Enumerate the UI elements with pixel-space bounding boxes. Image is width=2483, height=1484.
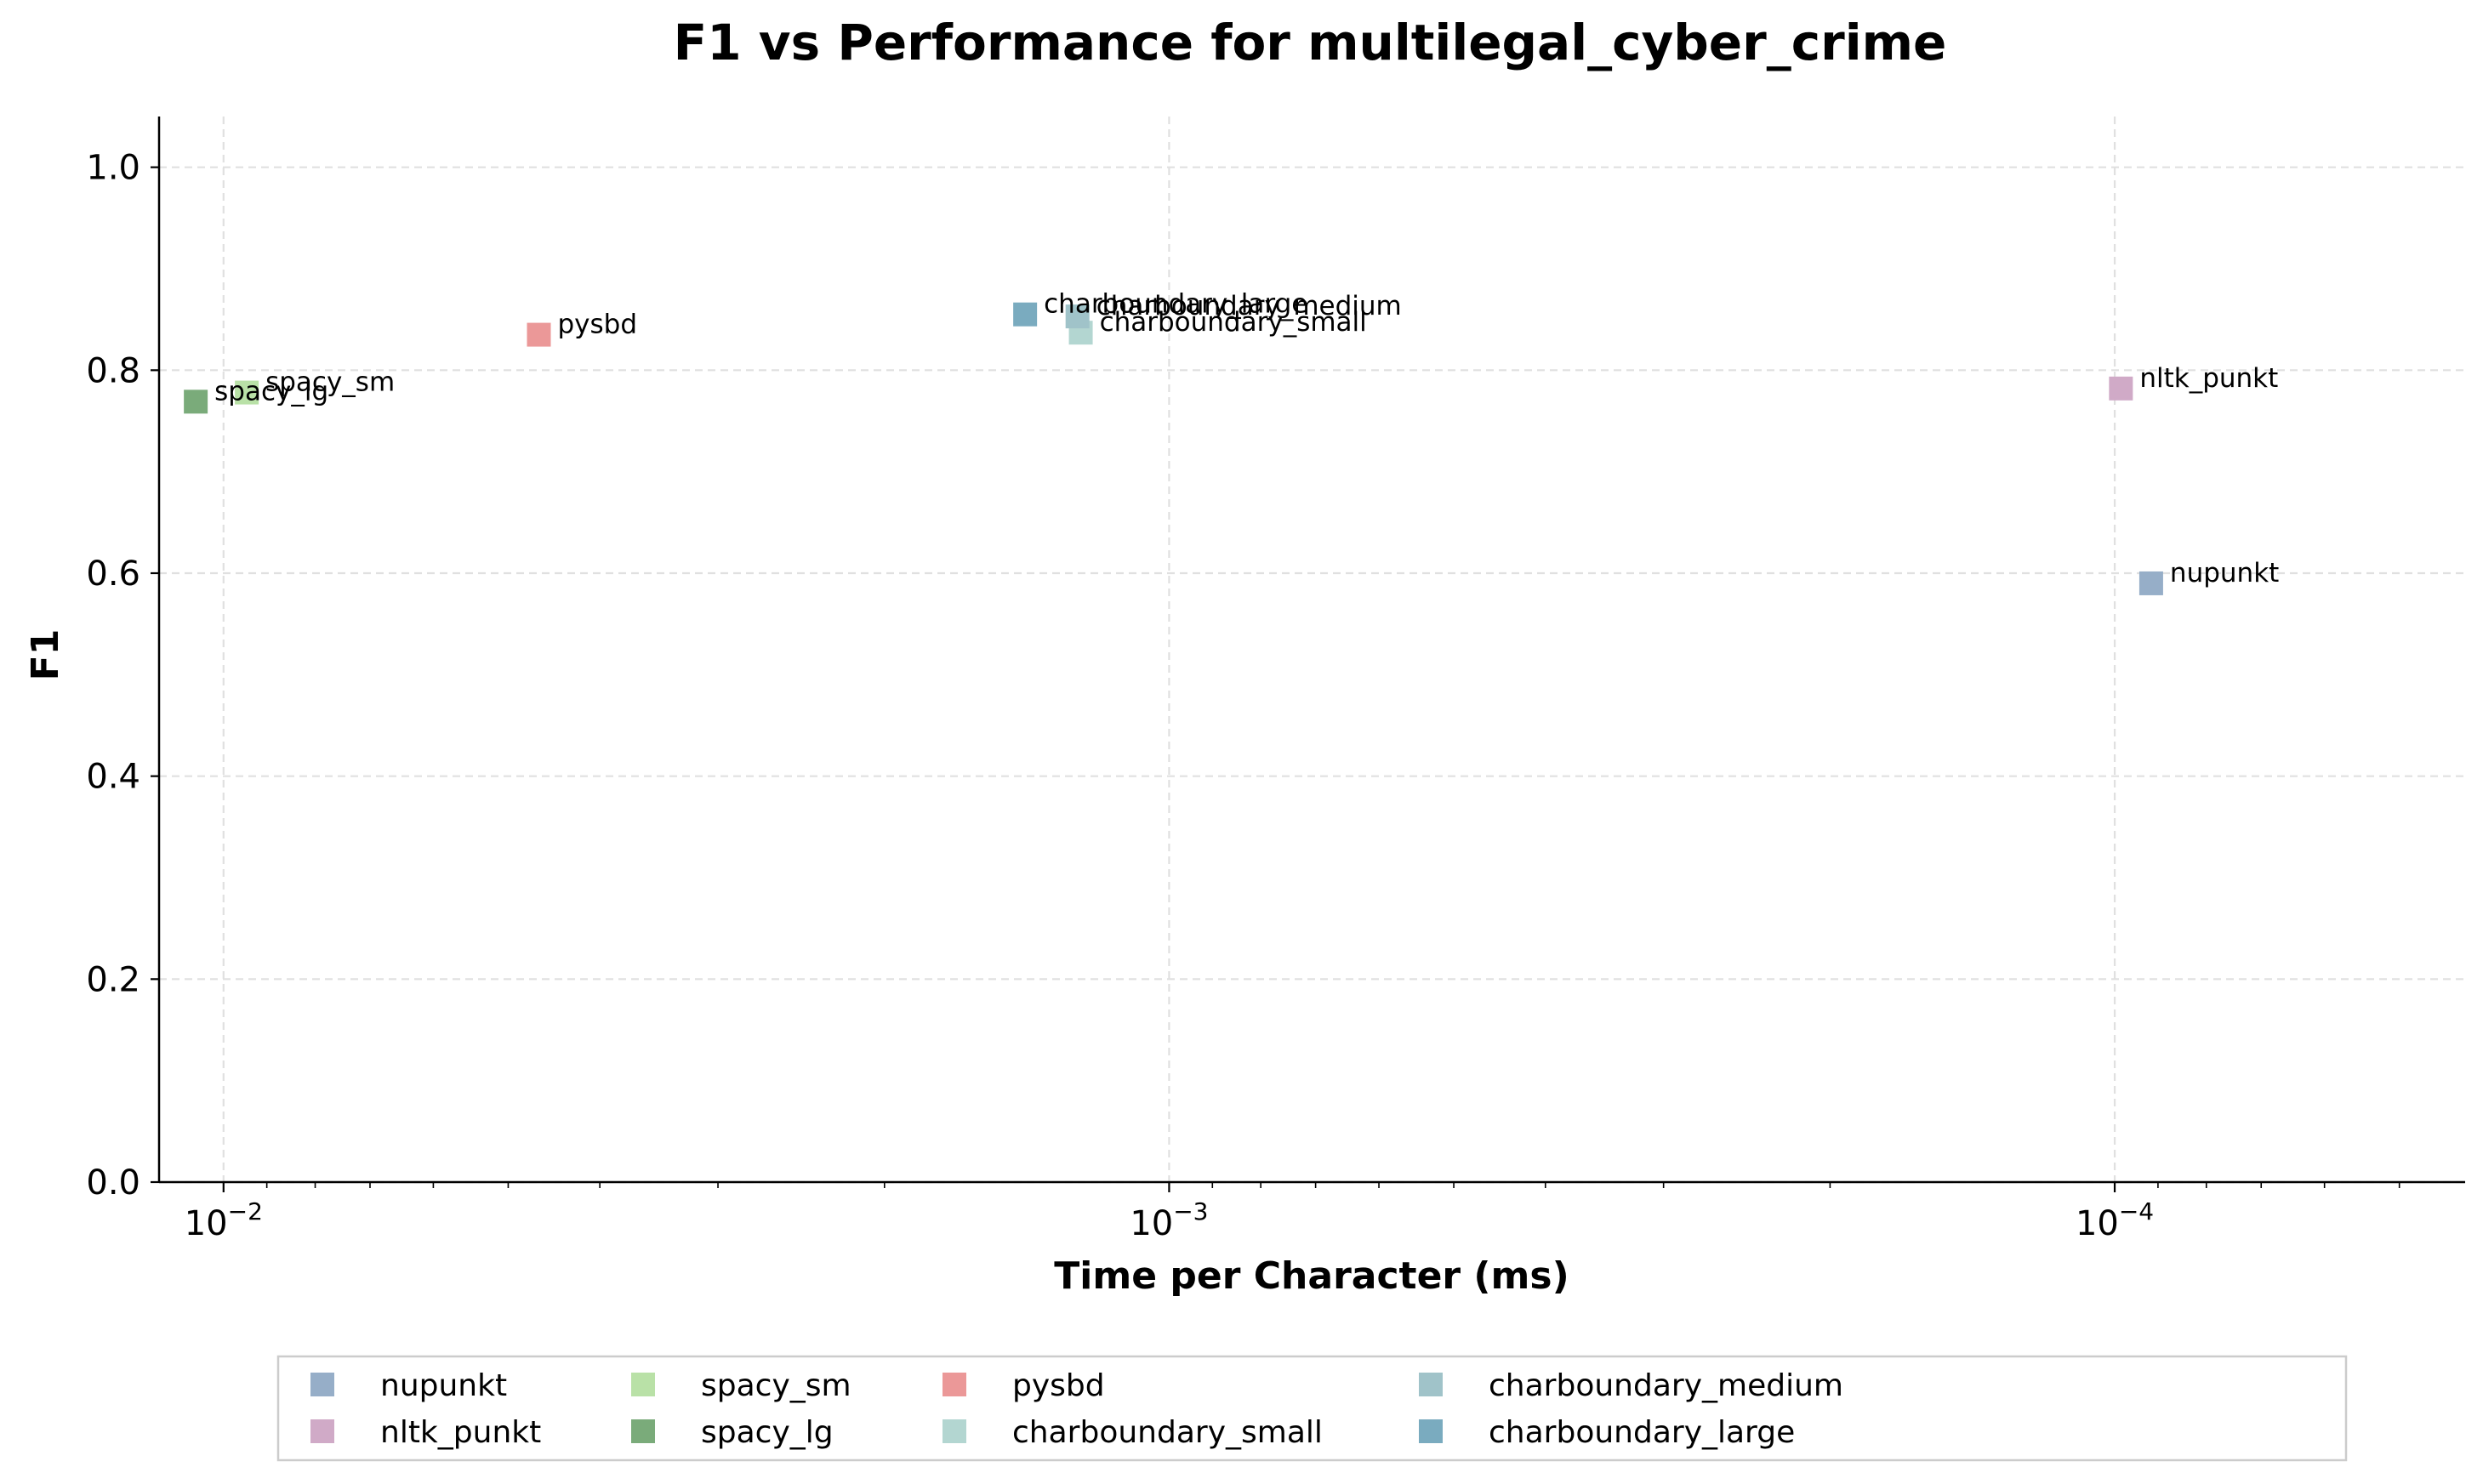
legend: nupunkt nltk_punkt spacy_sm spacy_lg pysbd ch…	[276, 1355, 2348, 1462]
point-label-charboundary-small: charboundary_small	[1100, 307, 1367, 338]
point-charboundary-large	[1013, 302, 1038, 327]
point-label-pysbd: pysbd	[558, 310, 638, 340]
point-label-nupunkt: nupunkt	[2170, 558, 2279, 588]
legend-label-charboundary-large: charboundary_large	[1489, 1415, 1795, 1450]
legend-swatch-charboundary-medium	[1419, 1373, 1443, 1396]
legend-frame	[276, 1355, 2348, 1462]
y-tick-label: 0.0	[86, 1163, 140, 1203]
point-label-charboundary-medium: charboundary_medium	[1096, 291, 1402, 321]
x-tick-label: 10−2	[185, 1197, 263, 1243]
point-spacy-lg	[184, 389, 208, 414]
x-tick-label: 10−4	[2076, 1197, 2154, 1243]
legend-label-spacy-sm: spacy_sm	[701, 1368, 851, 1403]
point-label-charboundary-large: charboundary_large	[1044, 289, 1307, 320]
point-label-nltk-punkt: nltk_punkt	[2139, 363, 2278, 394]
legend-swatch-spacy-sm	[631, 1373, 655, 1396]
point-label-spacy-sm: spacy_sm	[265, 367, 395, 398]
data-points	[184, 302, 2163, 595]
y-tick-label: 0.6	[86, 554, 140, 594]
legend-label-pysbd: pysbd	[1012, 1368, 1105, 1403]
point-nupunkt	[2138, 571, 2163, 595]
legend-label-charboundary-medium: charboundary_medium	[1489, 1368, 1843, 1403]
grid-lines	[159, 117, 2465, 1184]
point-nltk-punkt	[2109, 376, 2133, 401]
point-label-spacy-lg: spacy_lg	[214, 376, 328, 407]
chart-title: F1 vs Performance for multilegal_cyber_c…	[674, 14, 1947, 71]
y-tick-label: 0.4	[86, 758, 140, 797]
legend-label-spacy-lg: spacy_lg	[701, 1415, 834, 1450]
legend-swatch-spacy-lg	[631, 1419, 655, 1443]
legend-swatch-charboundary-large	[1419, 1419, 1443, 1443]
legend-swatch-nltk-punkt	[310, 1419, 334, 1443]
legend-swatch-charboundary-small	[943, 1419, 966, 1443]
y-tick-label: 1.0	[86, 149, 140, 188]
legend-label-nupunkt: nupunkt	[380, 1368, 507, 1403]
legend-label-nltk-punkt: nltk_punkt	[380, 1415, 541, 1450]
legend-swatch-pysbd	[943, 1373, 966, 1396]
legend-swatch-nupunkt	[310, 1373, 334, 1396]
x-tick-label: 10−3	[1130, 1197, 1208, 1243]
legend-items: nupunkt nltk_punkt spacy_sm spacy_lg pysbd ch…	[310, 1368, 1843, 1450]
legend-label-charboundary-small: charboundary_small	[1012, 1415, 1323, 1450]
y-axis-label: F1	[24, 629, 67, 681]
y-tick-label: 0.8	[86, 351, 140, 390]
y-axis-ticks: 0.0 0.2 0.4 0.6 0.8 1.0	[86, 149, 159, 1203]
y-tick-label: 0.2	[86, 960, 140, 999]
x-axis-label: Time per Character (ms)	[1054, 1254, 1569, 1298]
point-pysbd	[527, 322, 551, 347]
point-spacy-sm	[235, 380, 259, 405]
point-charboundary-medium	[1065, 304, 1090, 329]
x-axis-ticks: 10−2 10−3 10−4	[185, 1182, 2400, 1243]
